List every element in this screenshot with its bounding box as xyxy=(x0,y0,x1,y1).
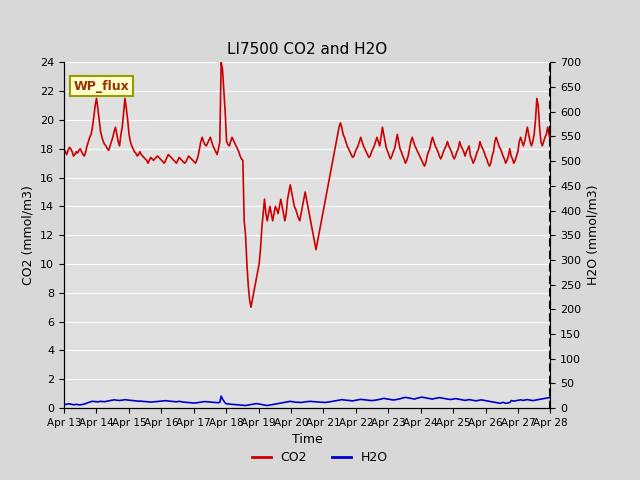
Y-axis label: CO2 (mmol/m3): CO2 (mmol/m3) xyxy=(22,185,35,285)
X-axis label: Time: Time xyxy=(292,433,323,446)
Y-axis label: H2O (mmol/m3): H2O (mmol/m3) xyxy=(587,185,600,286)
Text: WP_flux: WP_flux xyxy=(74,80,129,93)
Title: LI7500 CO2 and H2O: LI7500 CO2 and H2O xyxy=(227,42,387,57)
Legend: CO2, H2O: CO2, H2O xyxy=(247,446,393,469)
